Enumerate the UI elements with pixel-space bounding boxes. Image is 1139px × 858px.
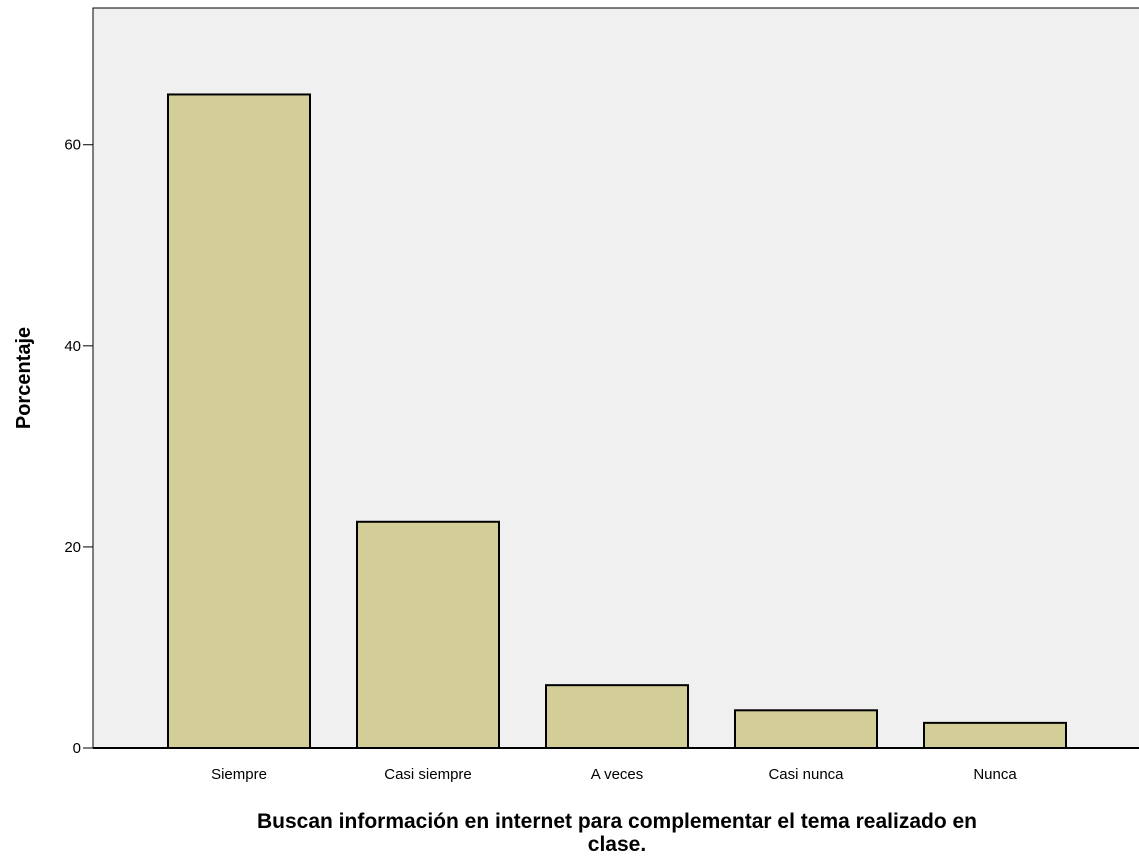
y-tick-label: 60 bbox=[64, 137, 81, 154]
x-tick-label: Nunca bbox=[973, 766, 1017, 783]
bar-nunca bbox=[923, 721, 1067, 750]
y-axis-ticks: 0 20 40 60 bbox=[64, 137, 93, 757]
x-tick-label: Siempre bbox=[211, 766, 267, 783]
y-tick-label: 0 bbox=[73, 740, 81, 757]
x-tick-label: Casi siempre bbox=[384, 766, 472, 783]
x-axis-ticks: Siempre Casi siempre A veces Casi nunca Nunc… bbox=[211, 766, 1017, 783]
x-tick-label: Casi nunca bbox=[768, 766, 844, 783]
y-tick-label: 20 bbox=[64, 539, 81, 556]
bar-a-veces bbox=[545, 684, 689, 750]
bar-casi-siempre bbox=[356, 520, 500, 749]
x-tick-label: A veces bbox=[591, 766, 644, 783]
x-axis-title: Buscan información en internet para comp… bbox=[257, 810, 977, 856]
bar-casi-nunca bbox=[734, 709, 878, 750]
y-axis-title: Porcentaje bbox=[13, 327, 35, 429]
bar-siempre bbox=[167, 93, 311, 749]
y-tick-label: 40 bbox=[64, 338, 81, 355]
